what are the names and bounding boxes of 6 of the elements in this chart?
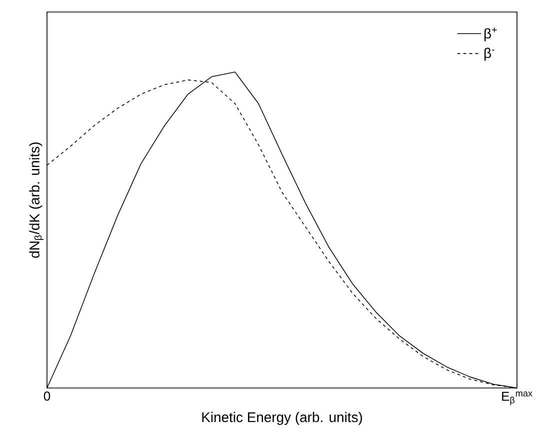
legend-label: β$^{-}$ <box>484 48 494 61</box>
legend-label: β$^{+}$ <box>484 27 497 42</box>
y-axis-title: dN$_{β}$/dK (arb. units) <box>29 142 44 258</box>
x-tick-label: 0 <box>44 392 50 401</box>
x-axis-title: Kinetic Energy (arb. units) <box>202 412 362 425</box>
x-tick-label: E$_{β}$max <box>502 392 532 406</box>
